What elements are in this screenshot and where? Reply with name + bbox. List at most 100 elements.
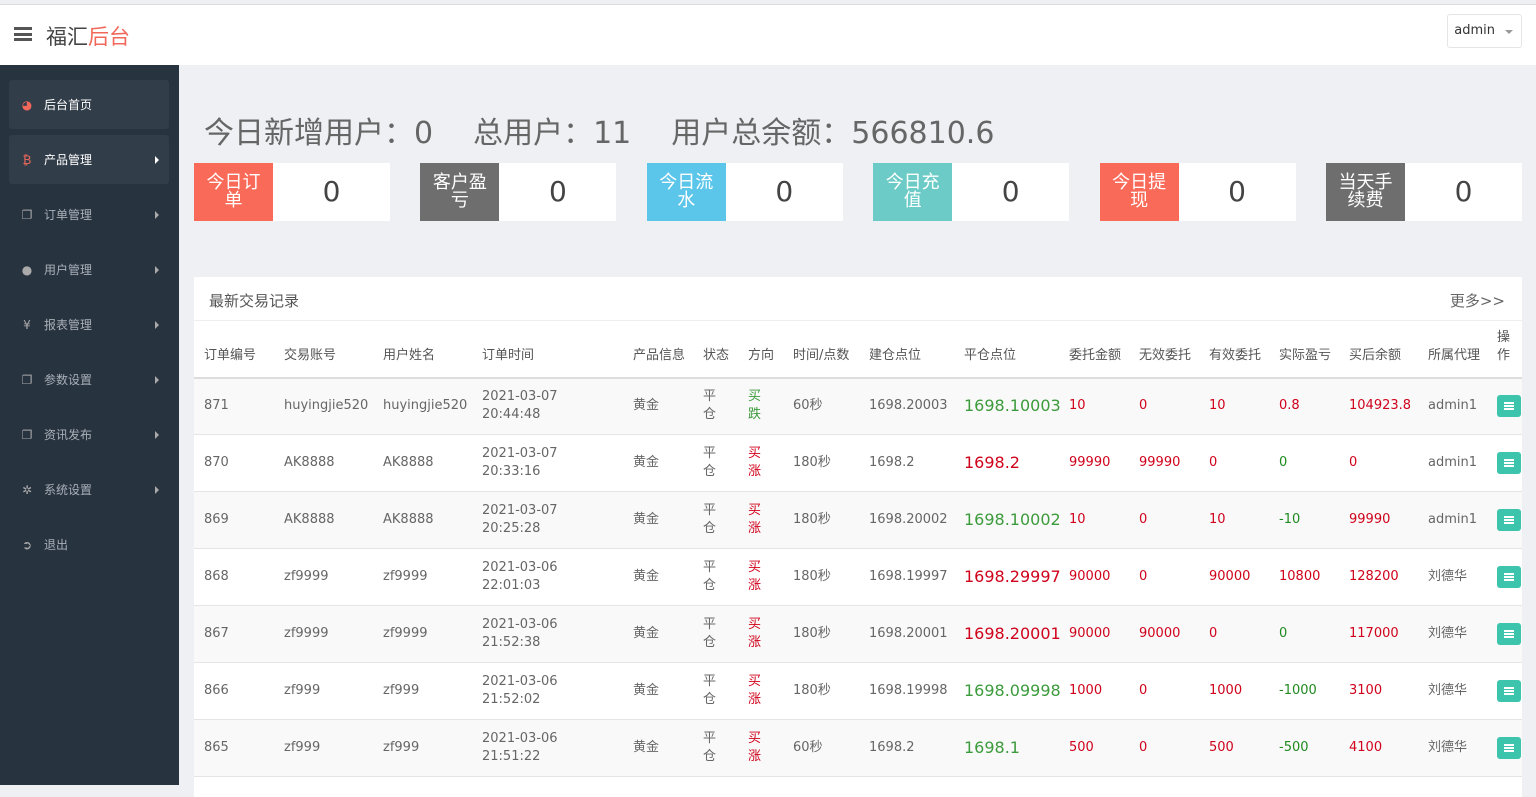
close-price: 1698.29997 — [954, 548, 1061, 606]
agent: 刘德华 — [1418, 548, 1487, 606]
stat-card: 今日充值 0 — [873, 163, 1070, 221]
direction-text: 买涨 — [748, 731, 762, 764]
direction-text: 买跌 — [748, 389, 762, 423]
direction-text: 买涨 — [748, 674, 762, 707]
operation — [1487, 548, 1522, 606]
pnl: 10800 — [1269, 548, 1339, 606]
column-header: 建仓点位 — [859, 320, 954, 379]
column-header: 无效委托 — [1129, 320, 1199, 379]
order-clock: 20:33:16 — [482, 464, 541, 479]
open-price: 1698.2 — [859, 434, 954, 492]
invalid-amount: 0 — [1129, 548, 1199, 606]
sidebar-item-1[interactable]: ₿ 产品管理 — [9, 135, 169, 184]
list-icon — [1504, 459, 1514, 467]
user-name: zf9999 — [373, 605, 472, 663]
order-time: 2021-03-07 20:44:48 — [472, 377, 623, 435]
stat-card: 今日流水 0 — [646, 163, 843, 221]
detail-button[interactable] — [1497, 566, 1521, 588]
column-header: 状态 — [693, 320, 738, 379]
balance: 117000 — [1339, 605, 1418, 663]
direction-text: 买涨 — [748, 617, 762, 650]
valid-amount: 1000 — [1199, 662, 1269, 720]
order-time: 2021-03-06 21:51:22 — [472, 719, 623, 777]
direction: 买涨 — [738, 662, 783, 720]
period: 180秒 — [783, 434, 859, 492]
top-bar: 福汇后台 admin — [0, 4, 1536, 65]
order-clock: 21:51:22 — [482, 749, 541, 764]
agent: 刘德华 — [1418, 719, 1487, 777]
column-header: 时间/点数 — [783, 320, 859, 379]
order-id: 870 — [194, 434, 274, 492]
sidebar-item-label: 系统设置 — [44, 483, 93, 497]
menu-toggle-icon[interactable] — [14, 27, 32, 41]
detail-button[interactable] — [1497, 737, 1521, 759]
operation — [1487, 719, 1522, 777]
operation — [1487, 605, 1522, 663]
sidebar-item-label: 后台首页 — [44, 98, 93, 112]
stat-label: 今日流水 — [646, 163, 726, 221]
sidebar-item-6[interactable]: ❐ 资讯发布 — [9, 410, 169, 459]
pnl: 0 — [1269, 605, 1339, 663]
order-time: 2021-03-06 21:52:02 — [472, 662, 623, 720]
invalid-amount: 0 — [1129, 491, 1199, 549]
close-price: 1698.10002 — [954, 491, 1061, 549]
close-price: 1698.09998 — [954, 662, 1061, 720]
pnl: -10 — [1269, 491, 1339, 549]
period: 180秒 — [783, 491, 859, 549]
copy-icon: ❐ — [21, 427, 33, 442]
order-clock: 20:25:28 — [482, 521, 541, 536]
sidebar-item-3[interactable]: ● 用户管理 — [9, 245, 169, 294]
trade-table: 订单编号 交易账号 用户姓名 订单时间 产品信息 状态 方向 时间/点数 建仓点位 平仓点位 委托金… — [194, 320, 1522, 777]
column-header: 产品信息 — [623, 320, 693, 379]
sidebar-item-label: 订单管理 — [44, 208, 93, 222]
column-header: 买后余额 — [1339, 320, 1418, 379]
detail-button[interactable] — [1497, 509, 1521, 531]
total-users: 总用户：11 — [473, 116, 632, 151]
user-name: AK8888 — [373, 434, 472, 492]
balance: 4100 — [1339, 719, 1418, 777]
direction: 买涨 — [738, 434, 783, 492]
sidebar-item-7[interactable]: ✲ 系统设置 — [9, 465, 169, 514]
open-price: 1698.19997 — [859, 548, 954, 606]
caret-right-icon — [155, 266, 159, 274]
detail-button[interactable] — [1497, 623, 1521, 645]
column-header: 有效委托 — [1199, 320, 1269, 379]
brand-main: 福汇 — [46, 25, 88, 49]
user-name: zf999 — [373, 662, 472, 720]
column-header: 订单编号 — [194, 320, 274, 379]
balance: 104923.8 — [1339, 377, 1418, 435]
sidebar-item-label: 报表管理 — [44, 318, 93, 332]
table-row: 867 zf9999 zf9999 2021-03-06 21:52:38 黄金 平仓 买涨 1… — [194, 605, 1522, 663]
open-price: 1698.19998 — [859, 662, 954, 720]
column-header: 实际盈亏 — [1269, 320, 1339, 379]
sidebar-item-label: 退出 — [44, 538, 69, 552]
column-header: 方向 — [738, 320, 783, 379]
detail-button[interactable] — [1497, 452, 1521, 474]
caret-right-icon — [155, 156, 159, 164]
sidebar-item-5[interactable]: ❐ 参数设置 — [9, 355, 169, 404]
sidebar-item-2[interactable]: ❐ 订单管理 — [9, 190, 169, 239]
balance: 3100 — [1339, 662, 1418, 720]
detail-button[interactable] — [1497, 395, 1521, 418]
order-clock: 20:44:48 — [482, 407, 541, 423]
user-icon: ● — [21, 262, 33, 277]
sidebar-item-4[interactable]: ¥ 报表管理 — [9, 300, 169, 349]
user-dropdown[interactable]: admin — [1447, 14, 1522, 48]
status-text: 平仓 — [703, 503, 717, 536]
status-text: 平仓 — [703, 731, 717, 764]
close-price: 1698.2 — [954, 434, 1059, 492]
detail-button[interactable] — [1497, 680, 1521, 702]
summary-line: 今日新增用户：0 总用户：11 用户总余额：566810.6 — [204, 108, 1034, 152]
sidebar-item-8[interactable]: ➲ 退出 — [9, 520, 169, 569]
agent: admin1 — [1418, 491, 1487, 549]
close-price: 1698.10003 — [954, 377, 1061, 435]
amount: 10 — [1059, 491, 1129, 549]
balance: 0 — [1339, 434, 1418, 492]
order-id: 865 — [194, 719, 274, 777]
caret-right-icon — [155, 321, 159, 329]
sidebar-item-0[interactable]: ◕ 后台首页 — [9, 80, 169, 129]
more-link[interactable]: 更多>> — [1449, 292, 1505, 310]
status-text: 平仓 — [703, 389, 717, 423]
period: 180秒 — [783, 605, 859, 663]
product: 黄金 — [623, 662, 693, 720]
